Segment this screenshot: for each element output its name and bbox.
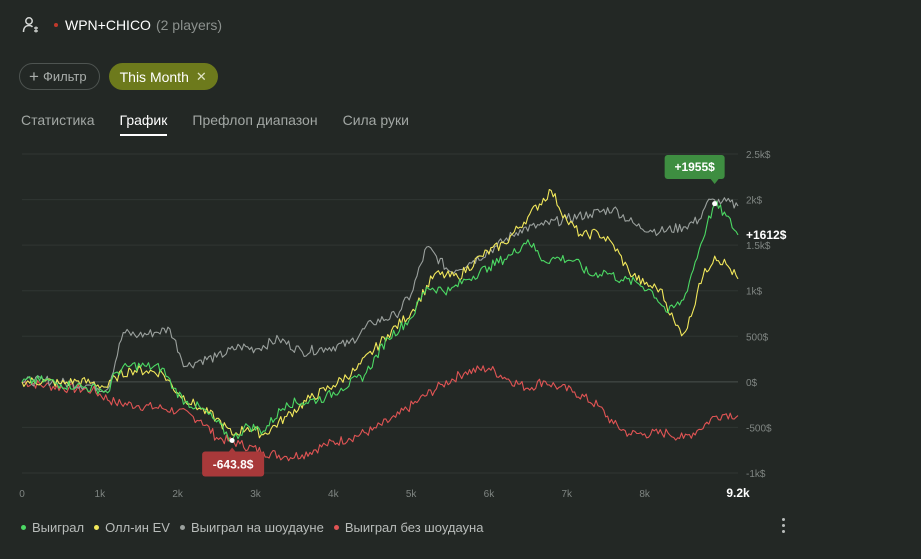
tab-graph[interactable]: График (119, 112, 168, 136)
max-marker (712, 201, 718, 207)
min-badge-pointer (228, 447, 237, 453)
y-tick-label: 1k$ (746, 287, 763, 298)
min-badge (202, 451, 265, 477)
tab-statistics[interactable]: Статистика (21, 112, 95, 128)
legend-dot (94, 525, 100, 530)
legend-dot (179, 525, 185, 530)
more-dot (781, 523, 785, 527)
page-title: WPN+CHICO (65, 17, 151, 33)
legend-label: Олл-ин EV (105, 520, 170, 535)
x-tick-label: 5k (406, 489, 418, 500)
legend-item-allin-ev[interactable]: Олл-ин EV (94, 520, 170, 535)
x-tick-label: 3k (250, 489, 262, 500)
tab-bar: Статистика График Префлоп диапазон Сила … (21, 112, 409, 136)
legend-label: Выиграл на шоудауне (190, 520, 324, 535)
legend-label: Выиграл (32, 520, 85, 535)
more-dot (781, 517, 785, 521)
y-tick-label: 1.5k$ (746, 241, 771, 252)
plus-icon: + (29, 67, 39, 86)
min-badge-label: -643.8$ (213, 458, 254, 472)
profit-chart: 2.5k$ 2k$ 1.5k$ 1k$ 500$ 0$ -500$ -1k$ 0 1k 2k 3k 4k… (19, 150, 787, 500)
add-filter-label: Фильтр (42, 69, 87, 84)
series-line (21, 188, 739, 439)
y-tick-label: -1k$ (746, 469, 766, 480)
add-filter-button[interactable]: + Фильтр (19, 63, 100, 90)
legend-item-showdown[interactable]: Выиграл на шоудауне (179, 520, 324, 535)
legend-item-non-showdown[interactable]: Выиграл без шоудауна (333, 520, 484, 535)
period-filter-label: This Month (119, 68, 189, 85)
filter-bar: + Фильтр This Month ✕ (19, 63, 218, 90)
max-badge-label: +1955$ (674, 160, 715, 174)
series-line (21, 197, 739, 393)
x-tick-label: 2k (172, 489, 184, 500)
x-tick-label: 0 (19, 489, 25, 500)
user-settings-icon[interactable] (22, 16, 40, 34)
max-badge (664, 155, 725, 179)
x-tick-label: 8k (639, 489, 651, 500)
y-tick-label: 0$ (746, 378, 758, 389)
series-line (21, 200, 739, 443)
end-value-label: +1612$ (746, 228, 787, 242)
y-tick-label: 2k$ (746, 196, 763, 207)
x-tick-label: 1k (95, 489, 107, 500)
min-marker (229, 438, 235, 444)
x-tick-label: 9.2k (726, 486, 750, 500)
y-tick-label: -500$ (746, 423, 772, 434)
header: WPN+CHICO (2 players) (22, 14, 222, 36)
legend-item-won[interactable]: Выиграл (21, 520, 84, 535)
close-icon[interactable]: ✕ (195, 68, 207, 84)
status-dot (54, 23, 58, 27)
x-tick-label: 7k (562, 489, 574, 500)
legend-dot (21, 525, 26, 530)
x-tick-label: 6k (484, 489, 496, 500)
chart-legend: Выиграл Олл-ин EV Выиграл на шоудауне Вы… (21, 520, 483, 535)
y-tick-label: 500$ (746, 332, 769, 343)
tab-hand-strength[interactable]: Сила руки (342, 112, 409, 128)
max-badge-pointer (710, 179, 719, 184)
period-filter-chip[interactable]: This Month ✕ (108, 63, 218, 90)
legend-dot (333, 525, 339, 530)
tab-preflop-range[interactable]: Префлоп диапазон (192, 112, 318, 128)
y-tick-label: 2.5k$ (746, 150, 771, 161)
legend-label: Выиграл без шоудауна (344, 520, 484, 535)
players-count: (2 players) (155, 17, 223, 33)
x-tick-label: 4k (328, 489, 340, 500)
series-line (21, 365, 739, 462)
more-dot (781, 529, 785, 533)
more-vertical-icon[interactable] (776, 515, 790, 535)
